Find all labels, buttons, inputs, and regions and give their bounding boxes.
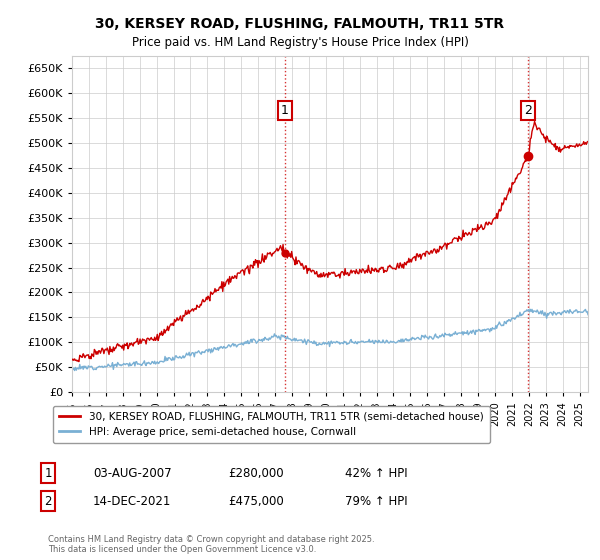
Text: 79% ↑ HPI: 79% ↑ HPI xyxy=(345,494,407,508)
Text: 30, KERSEY ROAD, FLUSHING, FALMOUTH, TR11 5TR: 30, KERSEY ROAD, FLUSHING, FALMOUTH, TR1… xyxy=(95,17,505,31)
Text: Contains HM Land Registry data © Crown copyright and database right 2025.
This d: Contains HM Land Registry data © Crown c… xyxy=(48,535,374,554)
Text: £280,000: £280,000 xyxy=(228,466,284,480)
Text: 42% ↑ HPI: 42% ↑ HPI xyxy=(345,466,407,480)
Legend: 30, KERSEY ROAD, FLUSHING, FALMOUTH, TR11 5TR (semi-detached house), HPI: Averag: 30, KERSEY ROAD, FLUSHING, FALMOUTH, TR1… xyxy=(53,405,490,444)
Text: 14-DEC-2021: 14-DEC-2021 xyxy=(93,494,172,508)
Text: 2: 2 xyxy=(44,494,52,508)
Text: 2: 2 xyxy=(524,104,532,117)
Text: £475,000: £475,000 xyxy=(228,494,284,508)
Text: Price paid vs. HM Land Registry's House Price Index (HPI): Price paid vs. HM Land Registry's House … xyxy=(131,36,469,49)
Text: 1: 1 xyxy=(281,104,289,117)
Text: 03-AUG-2007: 03-AUG-2007 xyxy=(93,466,172,480)
Text: 1: 1 xyxy=(44,466,52,480)
